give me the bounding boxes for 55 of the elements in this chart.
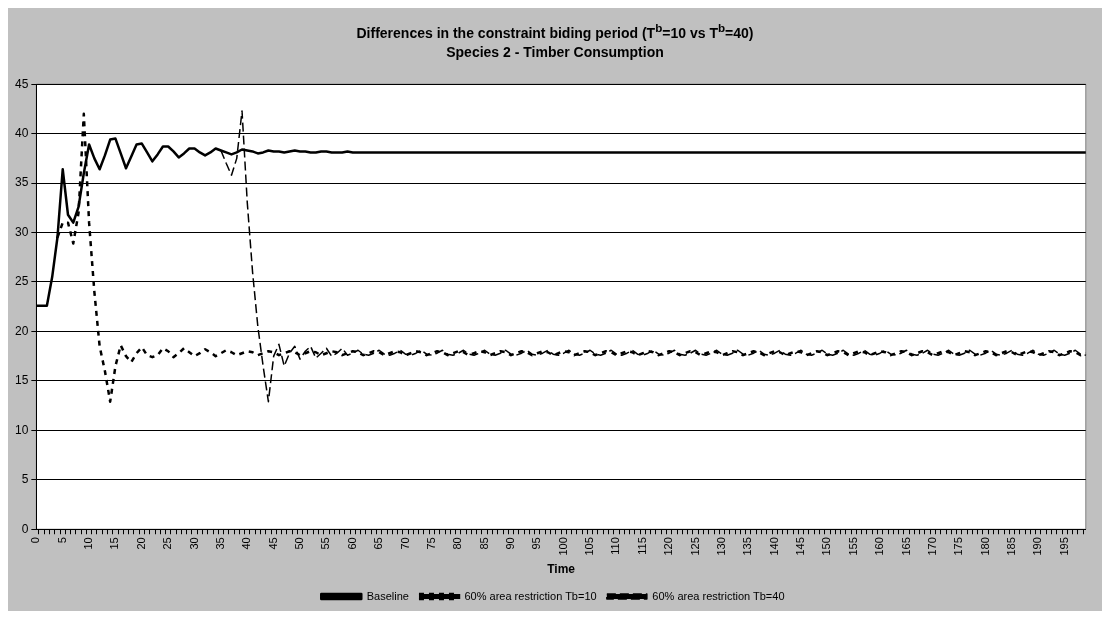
- x-tick-label: 185: [1005, 536, 1017, 556]
- x-tick-label: 180: [978, 536, 991, 556]
- x-tick-label: 30: [187, 536, 200, 550]
- x-tick-label: 190: [1031, 536, 1044, 556]
- x-tick-label: 175: [952, 536, 965, 556]
- x-tick-label: 105: [583, 536, 596, 556]
- y-tick-label: 20: [14, 323, 29, 338]
- x-tick-label: 80: [451, 536, 464, 550]
- x-tick-label: 95: [530, 536, 543, 550]
- x-tick-label: 110: [609, 536, 622, 555]
- x-tick-label: 5: [55, 536, 68, 544]
- chart-title: Differences in the constraint biding period (T$^{b}$=10 vs T$^{b}$=40): [355, 20, 755, 43]
- y-tick-label: 45: [14, 76, 29, 91]
- x-tick-label: 40: [240, 536, 253, 550]
- x-tick-label: 90: [504, 536, 517, 550]
- x-tick-label: 70: [398, 536, 411, 550]
- x-tick-label: 160: [873, 536, 886, 556]
- x-tick-label: 50: [293, 536, 306, 550]
- x-tick-label: 10: [82, 536, 95, 550]
- legend-label: 60% area restriction Tb=40: [652, 589, 785, 602]
- y-tick-label: 40: [14, 125, 29, 140]
- x-tick-label: 155: [846, 536, 859, 556]
- x-tick-label: 140: [767, 536, 780, 556]
- x-tick-label: 0: [29, 536, 42, 544]
- x-tick-label: 145: [794, 536, 807, 556]
- y-tick-label: 35: [14, 175, 29, 190]
- x-tick-label: 120: [662, 536, 675, 556]
- x-tick-label: 85: [477, 536, 490, 550]
- x-tick-label: 195: [1057, 536, 1070, 556]
- x-tick-label: 15: [108, 536, 121, 550]
- x-tick-label: 55: [319, 536, 332, 550]
- x-tick-label: 25: [161, 536, 174, 550]
- x-tick-label: 165: [899, 536, 912, 556]
- x-tick-label: 125: [688, 536, 701, 556]
- x-tick-label: 65: [372, 536, 385, 550]
- y-tick-label: 15: [14, 372, 29, 387]
- x-tick-label: 115: [635, 536, 648, 555]
- x-tick-label: 135: [741, 536, 754, 556]
- y-tick-label: 25: [14, 273, 29, 288]
- y-tick-label: 5: [21, 471, 29, 486]
- y-tick-label: 10: [14, 422, 29, 437]
- y-tick-label: 30: [14, 224, 29, 239]
- x-tick-label: 20: [134, 536, 147, 550]
- legend-label: 60% area restriction Tb=10: [464, 589, 597, 602]
- x-tick-label: 150: [820, 536, 833, 556]
- x-tick-label: 60: [345, 536, 358, 550]
- x-tick-label: 170: [925, 536, 938, 556]
- x-tick-label: 45: [266, 536, 279, 550]
- chart-subtitle: Species 2 - Timber Consumption: [445, 42, 665, 62]
- x-tick-label: 130: [714, 536, 727, 556]
- x-tick-label: 100: [556, 536, 569, 556]
- x-tick-label: 75: [424, 536, 437, 550]
- x-axis-title: Time: [547, 561, 576, 576]
- legend-label: Baseline: [366, 589, 409, 602]
- x-tick-label: 35: [213, 536, 226, 550]
